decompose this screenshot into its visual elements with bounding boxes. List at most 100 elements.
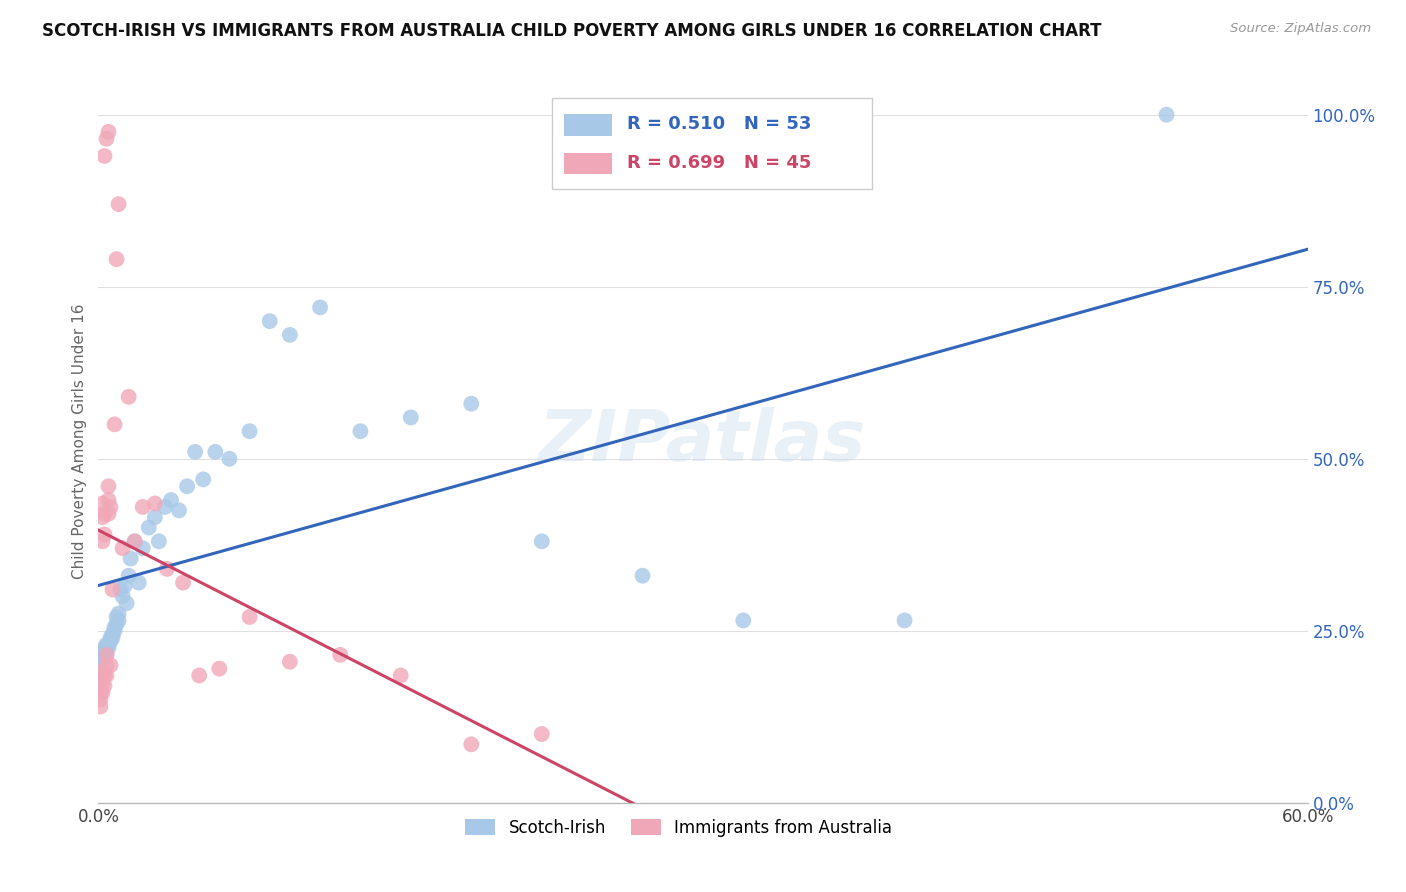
Point [118,568,141,582]
Point [239,610,262,624]
Bar [564,114,613,136]
Point [105,616,128,631]
Point [89,648,111,662]
Point [101,631,124,645]
Point [530,727,553,741]
Point [93,527,115,541]
Point [184,445,207,459]
Point [349,424,371,438]
Point [259,314,281,328]
Point [329,648,352,662]
Point [115,596,138,610]
Point [96,648,118,662]
Point [167,503,190,517]
Point [110,582,132,597]
Point [93,149,115,163]
Point [97,638,120,652]
Point [389,668,412,682]
Point [1156,108,1178,122]
Point [132,541,155,556]
Point [91,510,114,524]
Text: SCOTCH-IRISH VS IMMIGRANTS FROM AUSTRALIA CHILD POVERTY AMONG GIRLS UNDER 16 COR: SCOTCH-IRISH VS IMMIGRANTS FROM AUSTRALI… [42,22,1102,40]
Point [91,686,114,700]
Point [138,520,160,534]
Point [105,252,128,267]
Text: ZIPatlas: ZIPatlas [540,407,866,476]
Text: R = 0.699   N = 45: R = 0.699 N = 45 [627,154,811,172]
Point [101,627,124,641]
Point [893,614,915,628]
Point [143,496,166,510]
Point [120,551,142,566]
Point [91,644,114,658]
Point [631,568,654,582]
Text: Source: ZipAtlas.com: Source: ZipAtlas.com [1230,22,1371,36]
Point [89,692,111,706]
Point [93,644,115,658]
Point [100,631,122,645]
Point [96,648,118,662]
Point [309,301,332,315]
Point [172,575,194,590]
Point [111,541,134,556]
Point [91,665,114,679]
Point [96,668,118,682]
Point [114,579,136,593]
Point [107,614,129,628]
Point [124,534,146,549]
Point [96,638,118,652]
FancyBboxPatch shape [551,98,872,189]
Point [208,662,231,676]
Point [103,624,125,638]
Point [89,686,111,700]
Y-axis label: Child Poverty Among Girls Under 16: Child Poverty Among Girls Under 16 [72,304,87,579]
Point [100,500,122,514]
Point [176,479,198,493]
Point [193,472,215,486]
Point [91,648,114,662]
Point [278,655,301,669]
Point [143,510,166,524]
Point [124,534,146,549]
Point [460,397,482,411]
Point [93,640,115,655]
Point [97,640,120,655]
Point [96,132,118,146]
Point [91,675,114,690]
Point [97,507,120,521]
Point [100,634,122,648]
Point [399,410,422,425]
Point [107,607,129,621]
Bar [564,153,613,174]
Point [111,590,134,604]
Point [91,496,114,510]
Point [156,562,179,576]
Point [93,668,115,682]
Point [93,679,115,693]
Point [91,651,114,665]
Point [101,582,124,597]
Point [218,451,240,466]
Point [128,575,150,590]
Point [239,424,262,438]
Text: R = 0.510   N = 53: R = 0.510 N = 53 [627,115,811,133]
Point [460,737,482,751]
Point [89,699,111,714]
Point [105,610,128,624]
Point [148,534,170,549]
Point [103,417,125,432]
Point [118,390,141,404]
Point [103,620,125,634]
Point [100,658,122,673]
Legend: Scotch-Irish, Immigrants from Australia: Scotch-Irish, Immigrants from Australia [457,810,901,845]
Point [733,614,755,628]
Point [89,672,111,686]
Point [96,658,118,673]
Point [188,668,211,682]
Point [153,500,176,514]
Point [97,479,120,493]
Point [89,655,111,669]
Point [89,679,111,693]
Point [107,197,129,211]
Point [204,445,226,459]
